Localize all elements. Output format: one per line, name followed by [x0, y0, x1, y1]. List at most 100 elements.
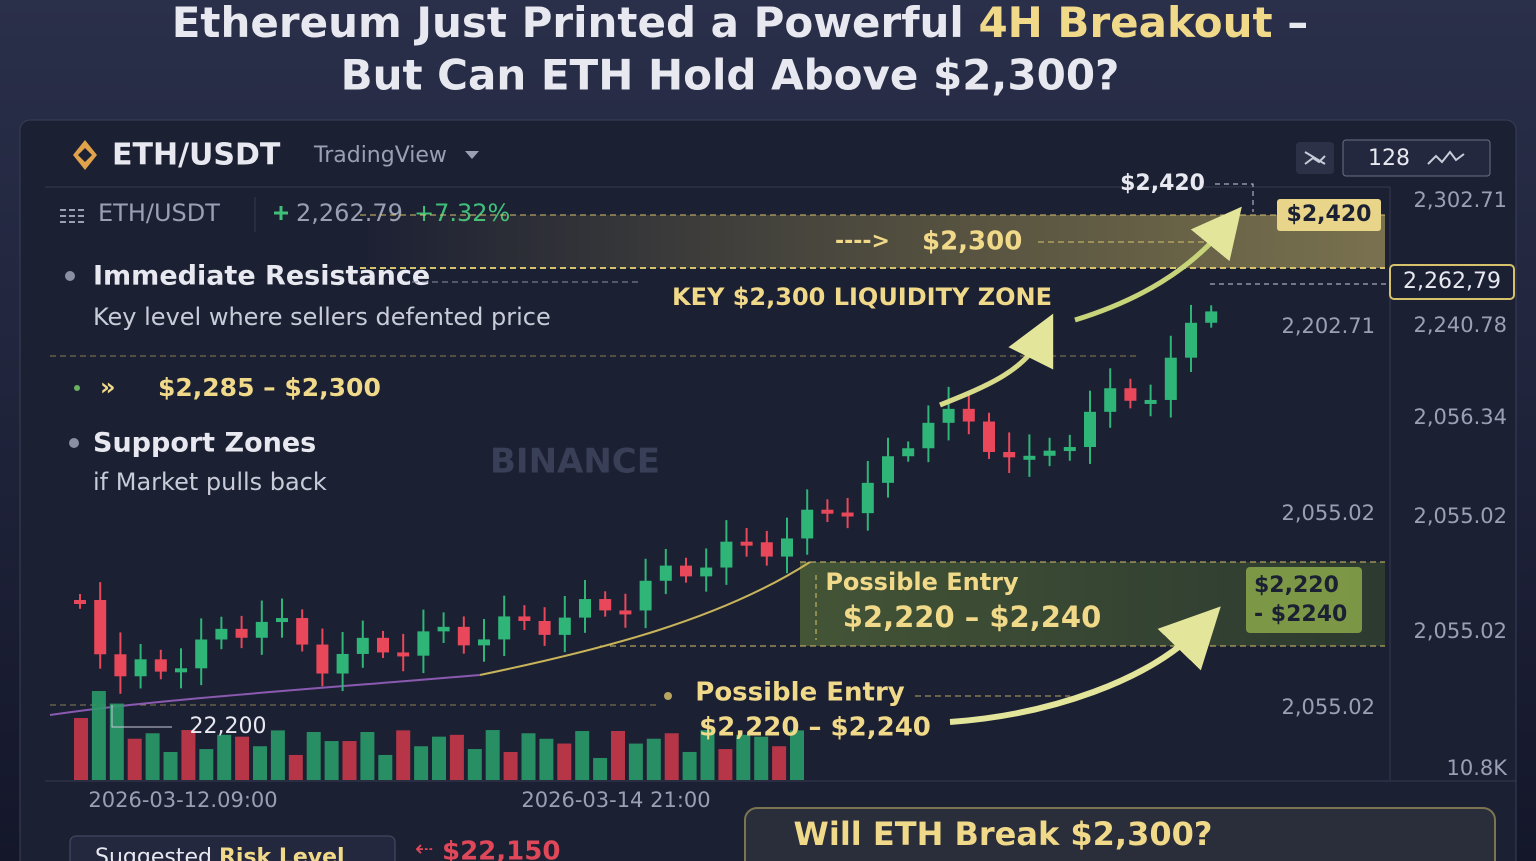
- title-line-1: Ethereum Just Printed a Powerful 4H Brea…: [172, 0, 1309, 47]
- volume-bar: [181, 730, 196, 780]
- price-tick-label: 2,056.34: [1413, 405, 1507, 429]
- volume-bar: [414, 746, 429, 780]
- candle-body: [781, 538, 793, 557]
- tool-icon: [1304, 151, 1326, 165]
- interval-box[interactable]: [1342, 139, 1491, 177]
- candle-body: [518, 616, 531, 621]
- candle-body: [619, 610, 632, 615]
- bullet: [664, 692, 672, 700]
- candle-body: [215, 628, 228, 640]
- badge: [1277, 199, 1381, 231]
- candle-body: [175, 668, 187, 673]
- candle-body: [740, 541, 753, 546]
- target: $2,300: [922, 227, 1022, 257]
- volume-bar: [163, 751, 178, 780]
- interval: 128: [1368, 146, 1410, 171]
- candle-body: [195, 639, 208, 669]
- candle-body: [1144, 399, 1157, 404]
- time-tick-label: 2026-03-14 21:00: [521, 788, 710, 812]
- entry-badge: $2,220: [1254, 573, 1339, 598]
- volume-bar: [127, 738, 142, 780]
- entry-range: $2,220 – $2,240: [843, 600, 1102, 634]
- candle-body: [942, 408, 955, 423]
- candle-body: [1164, 357, 1177, 400]
- candle-body: [760, 542, 773, 557]
- volume-bar: [557, 743, 572, 780]
- candle-body: [1205, 311, 1218, 323]
- candle-body: [296, 618, 309, 645]
- line-icon: [1427, 150, 1465, 165]
- source[interactable]: TradingView: [313, 143, 447, 168]
- volume-bar: [432, 736, 446, 780]
- candle-body: [922, 422, 935, 449]
- chart-panel: [19, 119, 1517, 861]
- title-part: –: [1273, 0, 1309, 47]
- price-axis: 2,302.71 2,240.78 2,056.34 2,055.02 2,055.02…: [88, 188, 1508, 812]
- zone-label: KEY $2,300 LIQUIDITY ZONE: [672, 283, 1052, 311]
- candle-body: [114, 654, 127, 677]
- range: $2,285 – $2,300: [158, 373, 381, 402]
- price-tick-label: 2,055.02: [1413, 504, 1507, 528]
- volume-bar: [235, 736, 250, 780]
- candle-body: [1003, 451, 1016, 458]
- inner-tick-label: 2,202.71: [1281, 314, 1375, 338]
- badge: [1246, 567, 1362, 633]
- volume-bar: [324, 741, 339, 780]
- risk-box: [69, 835, 396, 861]
- candle-body: [397, 652, 410, 657]
- candle-body: [498, 616, 511, 640]
- price-tick-label: 2,055.02: [1413, 619, 1507, 643]
- candle-body: [902, 448, 915, 457]
- candle-body: [882, 456, 894, 483]
- volume-bar: [288, 754, 303, 780]
- candle-body: [417, 631, 430, 656]
- entry-title: Possible Entry: [695, 678, 905, 708]
- leader: [111, 705, 172, 728]
- risk-label-part: Risk Level: [219, 845, 345, 861]
- entry-title: Possible Entry: [825, 568, 1019, 596]
- entry-range: $2,220 – $2,240: [699, 713, 931, 743]
- volume-bar: [664, 733, 679, 780]
- volume-bar: [790, 730, 804, 780]
- price-tick-label: 10.8K: [1446, 756, 1508, 780]
- menu-icon: [60, 209, 86, 223]
- candle-body: [680, 565, 692, 577]
- volume-bar: [754, 736, 769, 780]
- volume-bar: [485, 730, 500, 780]
- up-icon: [274, 206, 288, 220]
- candle-body: [1104, 388, 1117, 412]
- volume-bar: [217, 734, 232, 780]
- candle-body: [599, 599, 612, 611]
- candle-body: [861, 482, 874, 514]
- volume: [74, 691, 804, 780]
- volume-bar: [718, 749, 733, 780]
- volume-bar: [270, 730, 285, 780]
- top-target: $2,420: [1120, 171, 1205, 196]
- volume-bar: [628, 743, 643, 780]
- risk-arrow: ⇠: [415, 837, 433, 861]
- time-tick-label: 2026-03-12.09:00: [88, 788, 277, 812]
- candle-body: [457, 626, 470, 646]
- bullet: [69, 438, 79, 448]
- leader: [1215, 183, 1254, 212]
- candle-body: [1063, 447, 1076, 452]
- risk-value: $22,150: [442, 837, 560, 861]
- candle-body: [74, 600, 86, 604]
- price-tick-label: 2,240.78: [1413, 313, 1507, 337]
- support-text: if Market pulls back: [93, 468, 327, 496]
- binance-logo: [73, 140, 97, 170]
- question-box[interactable]: [744, 807, 1496, 861]
- volume-bar: [700, 730, 715, 780]
- candle-body: [659, 565, 672, 581]
- inner-tick-label: 2,055.02: [1281, 695, 1375, 719]
- inner-tick-label: 2,055.02: [1281, 501, 1375, 525]
- arrow: [939, 313, 1054, 408]
- candle-body: [276, 618, 288, 623]
- dropdown-icon[interactable]: [465, 151, 479, 159]
- candle-body: [1023, 455, 1036, 460]
- volume-bar: [199, 749, 214, 780]
- candle-body: [1124, 388, 1137, 401]
- candle-body: [1084, 411, 1096, 448]
